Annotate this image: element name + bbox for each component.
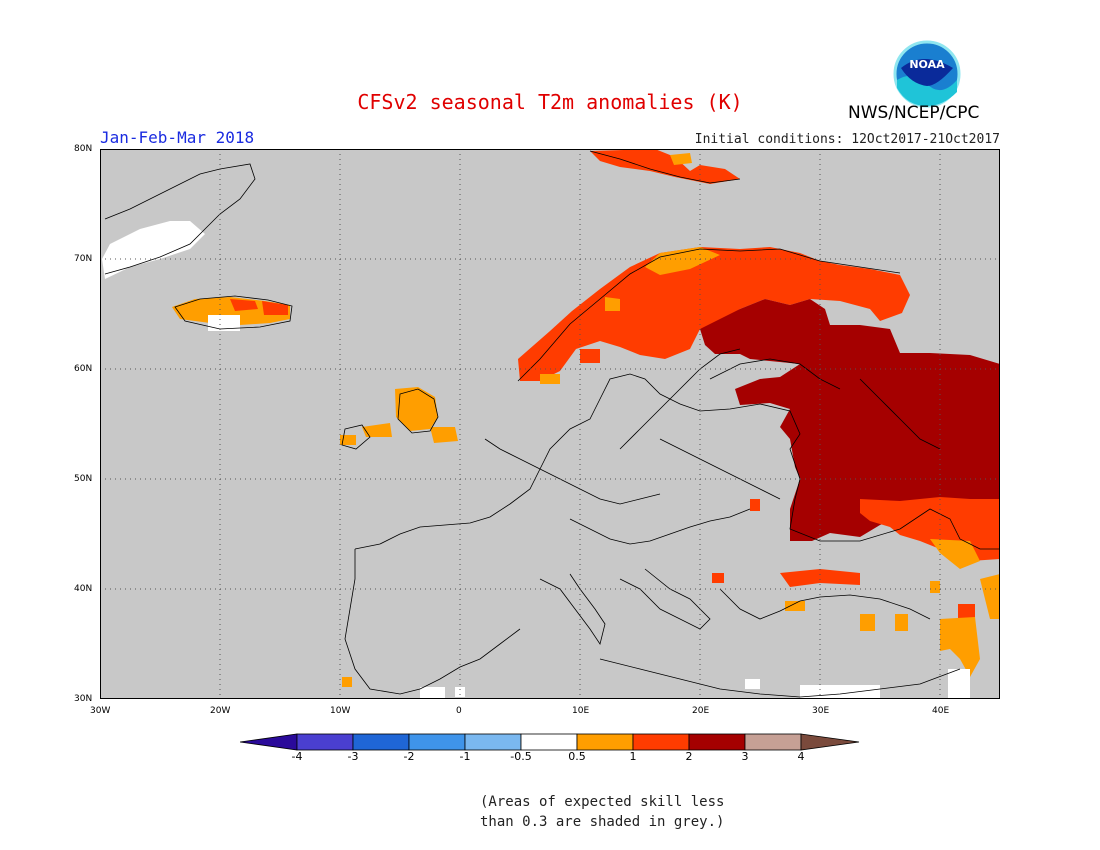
colorbar-label: 3 <box>741 750 749 763</box>
colorbar-label: 4 <box>797 750 805 763</box>
anomaly-uk <box>395 387 438 431</box>
lon-label-10w: 10W <box>330 706 351 716</box>
colorbar-label: 2 <box>685 750 693 763</box>
colorbar-seg--0.5-0.5 <box>520 733 578 751</box>
colorbar-seg-3-4 <box>744 733 802 751</box>
colorbar-seg-above-4 <box>800 733 860 751</box>
colorbar-label: -0.5 <box>510 750 532 763</box>
map-title: CFSv2 seasonal T2m anomalies (K) <box>357 90 743 114</box>
anomaly-map <box>100 149 1000 699</box>
colorbar <box>240 733 860 751</box>
noaa-logo-icon: NOAA <box>893 40 961 108</box>
colorbar-seg--3--2 <box>352 733 410 751</box>
colorbar-seg-2-3 <box>688 733 746 751</box>
skill-note-line-2: than 0.3 are shaded in grey.) <box>480 814 725 830</box>
lat-label-40n: 40N <box>74 584 93 594</box>
colorbar-label: -3 <box>347 750 359 763</box>
lon-label-30w: 30W <box>90 706 111 716</box>
lat-label-30n: 30N <box>74 694 93 704</box>
colorbar-seg--2--1 <box>408 733 466 751</box>
gridlines <box>100 149 1000 699</box>
initial-conditions: Initial conditions: 12Oct2017-21Oct2017 <box>694 132 1000 147</box>
colorbar-label: 0.5 <box>568 750 586 763</box>
colorbar-seg--4--3 <box>296 733 354 751</box>
colorbar-label: -1 <box>459 750 471 763</box>
skill-note-line-1: (Areas of expected skill less <box>480 794 725 810</box>
organization-label: NWS/NCEP/CPC <box>848 103 980 123</box>
coastlines <box>104 150 1000 698</box>
colorbar-seg-below--4 <box>240 733 298 751</box>
colorbar-label: 1 <box>629 750 637 763</box>
lon-label-0: 0 <box>456 706 462 716</box>
lat-label-50n: 50N <box>74 474 93 484</box>
anomaly-iceland <box>172 297 290 325</box>
colorbar-seg-1-2 <box>632 733 690 751</box>
colorbar-label: -2 <box>403 750 415 763</box>
lat-label-80n: 80N <box>74 144 93 154</box>
anomaly-scandinavia <box>518 247 910 381</box>
lat-label-60n: 60N <box>74 364 93 374</box>
forecast-period: Jan-Feb-Mar 2018 <box>100 128 255 147</box>
lon-label-20e: 20E <box>692 706 710 716</box>
colorbar-labels: -4 -3 -2 -1 -0.5 0.5 1 2 3 4 <box>0 750 1100 766</box>
anomaly-turkey <box>780 569 860 587</box>
lon-label-40e: 40E <box>932 706 950 716</box>
anomaly-greenland <box>102 221 205 279</box>
anomaly-areas <box>102 149 1000 699</box>
lon-label-30e: 30E <box>812 706 830 716</box>
lon-label-10e: 10E <box>572 706 590 716</box>
anomaly-svalbard <box>590 149 740 184</box>
skill-note: (Areas of expected skill less than 0.3 a… <box>480 792 724 832</box>
lon-label-20w: 20W <box>210 706 231 716</box>
colorbar-seg--1--0.5 <box>464 733 522 751</box>
lat-label-70n: 70N <box>74 254 93 264</box>
noaa-logo-text: NOAA <box>909 58 945 71</box>
colorbar-seg-0.5-1 <box>576 733 634 751</box>
colorbar-label: -4 <box>291 750 303 763</box>
